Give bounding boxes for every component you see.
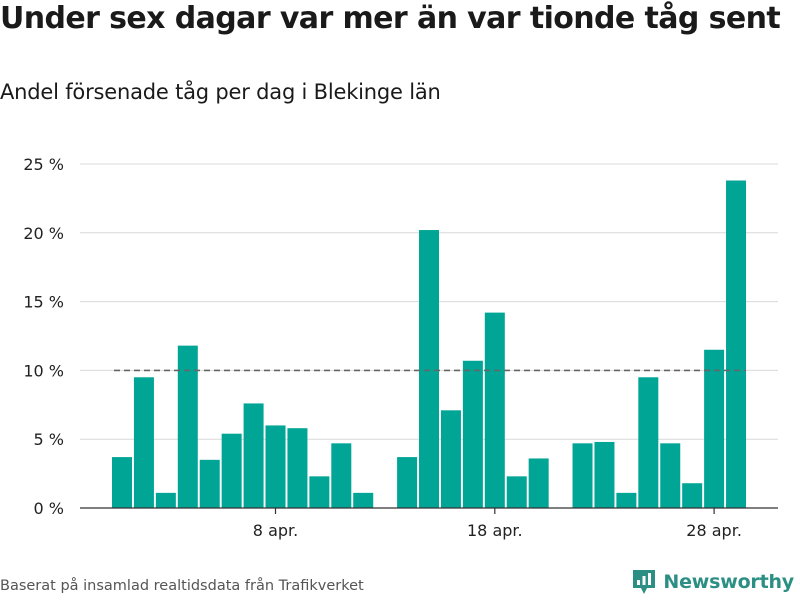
bar (726, 180, 747, 508)
chart-subtitle: Andel försenade tåg per dag i Blekinge l… (0, 80, 441, 104)
bar (331, 443, 352, 508)
x-axis-labels: 8 apr. 18 apr. 28 apr. (253, 508, 742, 540)
bar (440, 410, 461, 508)
y-tick-label: 25 % (23, 155, 64, 174)
bar (397, 457, 418, 508)
bar (616, 492, 637, 508)
bar (572, 443, 593, 508)
y-tick-label: 10 % (23, 361, 64, 380)
bar (682, 483, 703, 508)
bar (265, 425, 286, 508)
bar (199, 459, 220, 508)
bar (704, 349, 725, 508)
bar (133, 377, 154, 508)
bar (112, 457, 132, 508)
brand-name: Newsworthy (663, 571, 794, 593)
bar (506, 476, 527, 508)
bar (419, 230, 440, 508)
bars (112, 180, 747, 508)
y-tick-label: 5 % (34, 430, 64, 449)
bar (287, 428, 308, 508)
x-tick-label: 28 apr. (686, 521, 742, 540)
x-tick-label: 8 apr. (253, 521, 298, 540)
bar (177, 345, 198, 508)
bar (353, 492, 374, 508)
bar (155, 492, 176, 508)
bar (243, 403, 264, 508)
x-tick-label: 18 apr. (467, 521, 523, 540)
source-note: Baserat på insamlad realtidsdata från Tr… (0, 578, 364, 594)
y-tick-label: 0 % (34, 499, 64, 518)
bar (309, 476, 330, 508)
y-tick-label: 20 % (23, 224, 64, 243)
bar (528, 458, 549, 508)
bar (660, 443, 681, 508)
newsworthy-logo-icon (633, 570, 656, 594)
chart-title: Under sex dagar var mer än var tionde tå… (0, 1, 781, 36)
brand-logo[interactable]: Newsworthy (631, 568, 794, 596)
y-axis-labels: 0 % 5 % 10 % 15 % 20 % 25 % (23, 155, 64, 518)
bar (484, 312, 505, 508)
bar (462, 360, 483, 508)
y-tick-label: 15 % (23, 293, 64, 312)
bar (638, 377, 659, 508)
bar (221, 433, 242, 508)
bar (594, 441, 615, 508)
